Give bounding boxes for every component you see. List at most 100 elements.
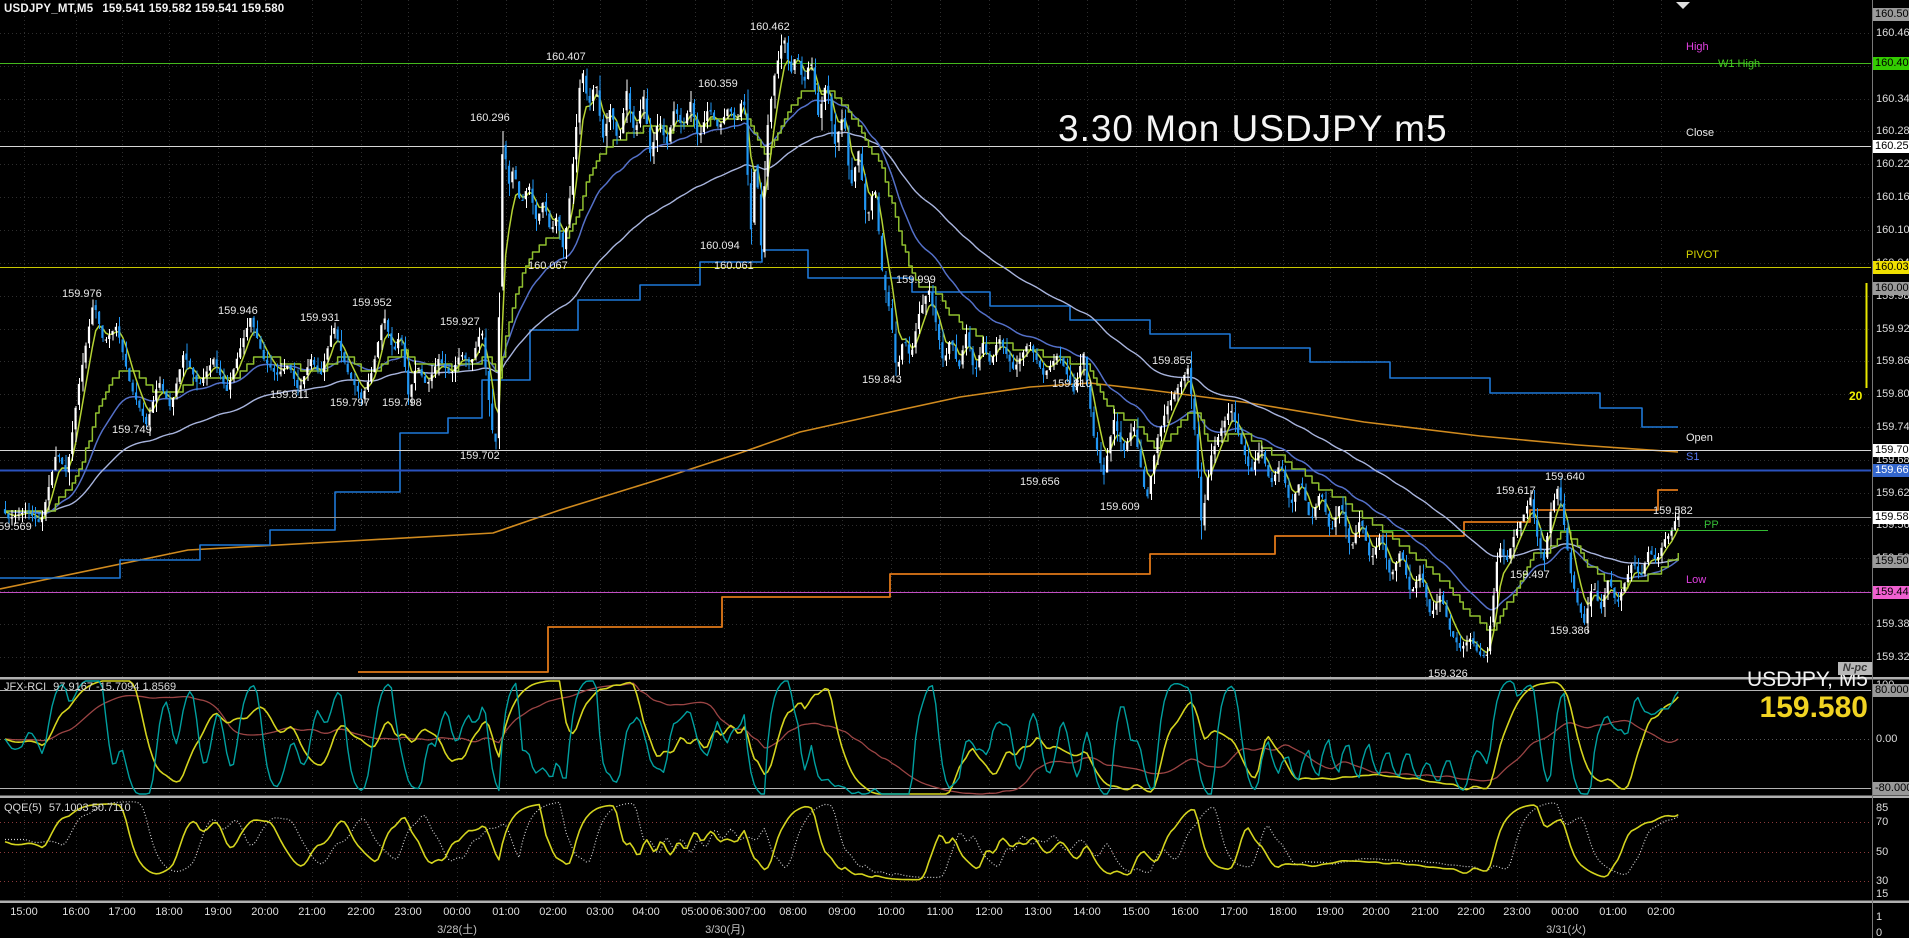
time-axis-tick[interactable]: 20:00 — [1362, 906, 1390, 918]
time-axis-tick[interactable]: 07:00 — [738, 906, 766, 918]
price-axis-tick[interactable]: 160.465 — [1876, 27, 1909, 39]
price-axis-badge-blue[interactable]: 159.667 — [1873, 463, 1909, 477]
price-axis-badge-yellow[interactable]: 160.037 — [1873, 260, 1909, 274]
time-axis-tick[interactable]: 01:00 — [492, 906, 520, 918]
candle-up — [608, 110, 611, 123]
price-axis-tick[interactable]: 159.685 — [1876, 454, 1909, 466]
time-axis-tick[interactable]: 18:00 — [155, 906, 183, 918]
candle-up — [44, 502, 47, 516]
candle-up — [961, 350, 964, 365]
panel-separator[interactable] — [0, 900, 1909, 904]
candle-down — [880, 235, 884, 271]
price-axis-tick[interactable]: 159.865 — [1876, 355, 1909, 367]
time-axis-tick[interactable]: 18:00 — [1269, 906, 1297, 918]
time-axis-tick[interactable]: 04:00 — [632, 906, 660, 918]
time-axis-tick[interactable]: 09:00 — [828, 906, 856, 918]
price-axis-tick[interactable]: 159.805 — [1876, 388, 1909, 400]
panel-separator[interactable] — [0, 677, 1909, 680]
candle-down — [440, 359, 443, 364]
time-axis-tick[interactable]: 23:00 — [394, 906, 422, 918]
time-axis-tick[interactable]: 00:00 — [443, 906, 471, 918]
price-axis-badge-gray[interactable]: 160.500 — [1873, 7, 1909, 21]
time-axis-tick[interactable]: 01:00 — [1599, 906, 1627, 918]
price-axis-tick[interactable]: 159.625 — [1876, 487, 1909, 499]
price-axis-tick[interactable]: 160.105 — [1876, 224, 1909, 236]
candle-down — [790, 61, 793, 72]
candle-up — [659, 123, 662, 125]
time-axis-tick[interactable]: 16:00 — [1171, 906, 1199, 918]
candle-up — [286, 365, 289, 369]
qqe-axis-tick[interactable]: 15 — [1876, 888, 1889, 900]
qqe-axis-tick[interactable]: 30 — [1876, 875, 1889, 887]
candle-up — [1415, 581, 1418, 589]
time-axis-tick[interactable]: 22:00 — [347, 906, 375, 918]
qqe-axis-tick[interactable]: 50 — [1876, 846, 1889, 858]
candle-up — [108, 335, 111, 340]
time-axis-tick[interactable]: 21:00 — [1411, 906, 1439, 918]
time-axis-tick[interactable]: 20:00 — [251, 906, 279, 918]
jfx-axis-tick[interactable]: 0.00 — [1876, 733, 1898, 745]
candle-up — [1294, 493, 1297, 502]
candle-down — [1069, 375, 1072, 383]
candle-up — [726, 109, 729, 116]
candle-down — [1448, 618, 1451, 630]
candle-down — [393, 346, 396, 350]
price-axis-tick[interactable]: 160.345 — [1876, 93, 1909, 105]
price-axis-tick[interactable]: 160.285 — [1876, 125, 1909, 137]
price-axis-tick[interactable]: 159.325 — [1876, 651, 1909, 663]
price-axis-badge-gray[interactable]: 160.000 — [1873, 281, 1909, 295]
candle-up — [474, 348, 477, 358]
time-axis-tick[interactable]: 19:00 — [204, 906, 232, 918]
price-axis-badge-white[interactable]: 159.580 — [1873, 510, 1909, 524]
time-axis-tick[interactable]: 05:00 — [681, 906, 709, 918]
time-axis-tick[interactable]: 02:00 — [539, 906, 567, 918]
n-pc-badge[interactable]: N-pc — [1838, 662, 1872, 675]
time-axis-tick[interactable]: 17:00 — [1220, 906, 1248, 918]
price-axis-tick[interactable]: 159.745 — [1876, 421, 1909, 433]
candle-down — [265, 359, 269, 364]
price-axis-badge-green[interactable]: 160.407 — [1873, 56, 1909, 70]
time-axis-tick[interactable]: 03:00 — [586, 906, 614, 918]
candle-down — [7, 514, 10, 519]
time-axis-tick[interactable]: 16:00 — [62, 906, 90, 918]
time-axis-tick[interactable]: 06:30 — [710, 906, 738, 918]
time-axis-tick[interactable]: 11:00 — [926, 906, 954, 918]
candle-down — [57, 455, 60, 457]
time-axis-tick[interactable]: 14:00 — [1073, 906, 1101, 918]
time-axis-tick[interactable]: 22:00 — [1457, 906, 1485, 918]
candle-down — [1250, 467, 1253, 471]
candle-down — [548, 213, 551, 228]
panel-separator[interactable] — [0, 795, 1909, 799]
price-axis-badge-white[interactable]: 159.703 — [1873, 443, 1909, 457]
time-axis-tick[interactable]: 17:00 — [108, 906, 136, 918]
candle-up — [417, 368, 420, 370]
price-axis-tick[interactable]: 160.165 — [1876, 191, 1909, 203]
time-axis-tick[interactable]: 02:00 — [1647, 906, 1675, 918]
price-axis-tick[interactable]: 159.385 — [1876, 618, 1909, 630]
price-axis-tick[interactable]: 159.925 — [1876, 323, 1909, 335]
time-axis-tick[interactable]: 10:00 — [877, 906, 905, 918]
time-axis-tick[interactable]: 12:00 — [975, 906, 1003, 918]
qqe-axis-tick[interactable]: 85 — [1876, 802, 1889, 814]
price-axis-tick[interactable]: 160.225 — [1876, 158, 1909, 170]
candle-up — [840, 119, 843, 131]
time-axis-tick[interactable]: 00:00 — [1551, 906, 1579, 918]
candle-up — [1082, 353, 1085, 365]
candle-down — [1085, 356, 1089, 382]
time-axis-tick[interactable]: 15:00 — [1122, 906, 1150, 918]
time-axis-tick[interactable]: 19:00 — [1316, 906, 1344, 918]
price-axis-badge-white[interactable]: 160.258 — [1873, 139, 1909, 153]
price-axis-badge-gray[interactable]: 159.500 — [1873, 554, 1909, 568]
time-axis-tick[interactable]: 21:00 — [298, 906, 326, 918]
time-axis-tick[interactable]: 13:00 — [1024, 906, 1052, 918]
candle-up — [1670, 530, 1673, 536]
time-axis-tick[interactable]: 15:00 — [10, 906, 38, 918]
price-axis-badge-pink[interactable]: 159.446 — [1873, 585, 1909, 599]
time-axis-tick[interactable]: 08:00 — [779, 906, 807, 918]
time-axis-tick[interactable]: 23:00 — [1503, 906, 1531, 918]
qqe-axis-tick[interactable]: 70 — [1876, 816, 1889, 828]
candle-up — [114, 326, 117, 331]
